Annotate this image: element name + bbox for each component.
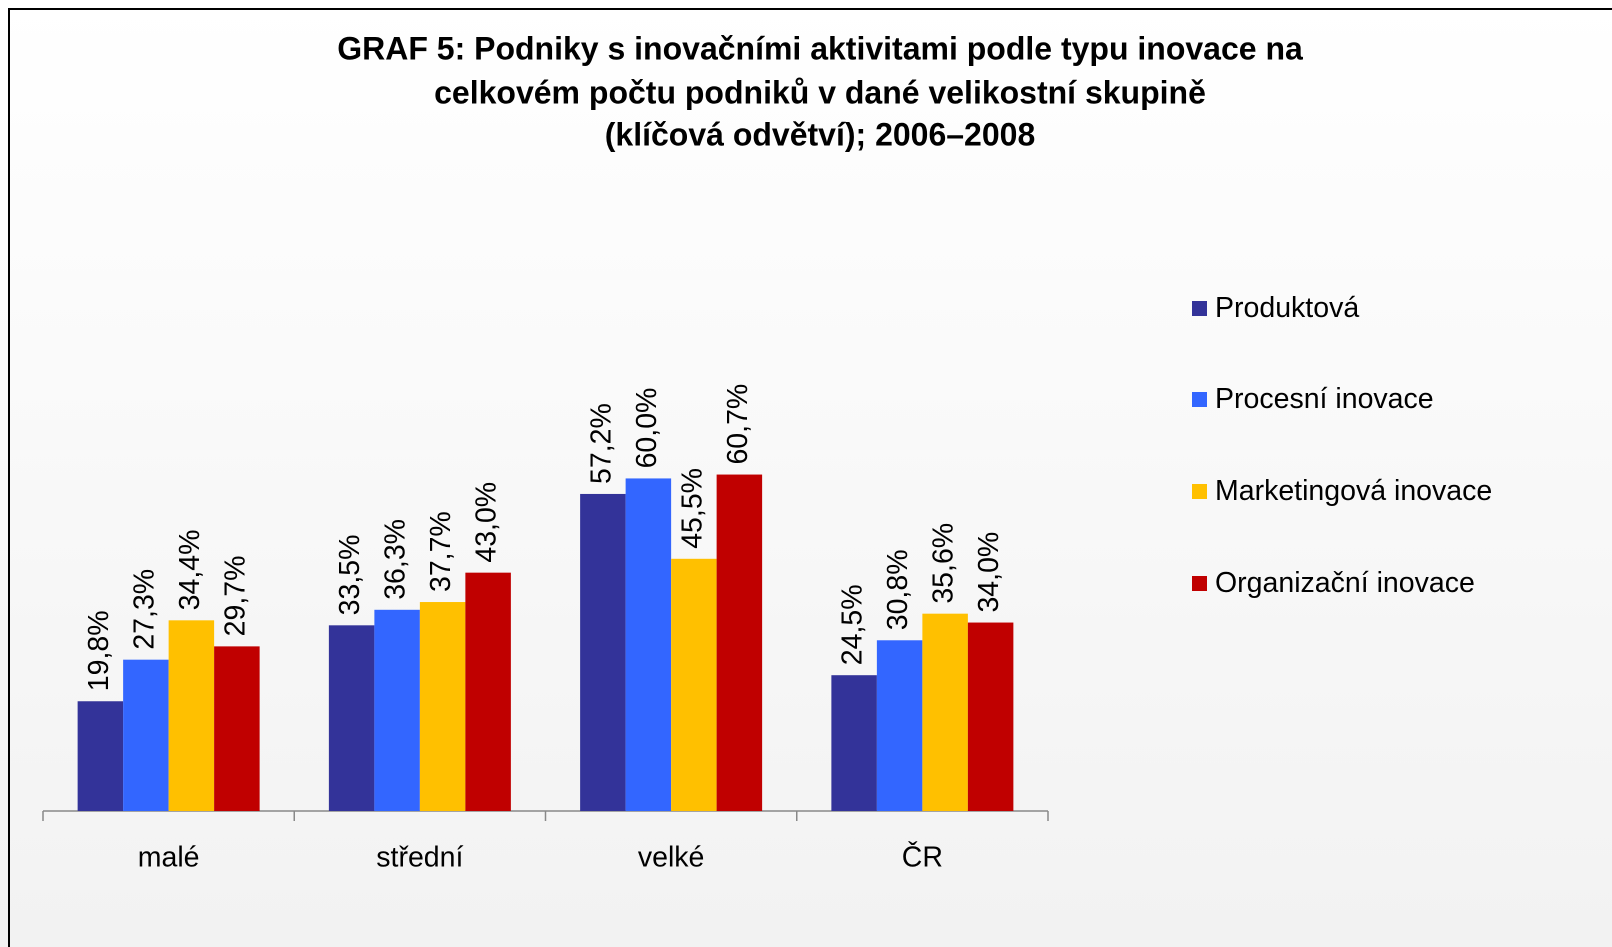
legend-label: Marketingová inovace xyxy=(1215,475,1493,507)
legend-label: Organizační inovace xyxy=(1215,567,1475,599)
legend-item: Organizační inovace xyxy=(1192,565,1502,602)
bar xyxy=(831,675,877,811)
bar xyxy=(876,640,923,811)
data-label: 34,4% xyxy=(174,530,206,611)
data-label: 30,8% xyxy=(882,549,914,630)
legend-swatch xyxy=(1192,301,1207,316)
legend-item: Produktová xyxy=(1192,290,1502,327)
legend-swatch xyxy=(1192,576,1207,591)
data-label: 24,5% xyxy=(837,584,869,665)
bar xyxy=(716,474,763,811)
bar xyxy=(328,625,375,811)
x-tick-label: malé xyxy=(138,842,200,874)
bar xyxy=(168,620,215,811)
chart-title: celkovém počtu podniků v dané velikostní… xyxy=(434,74,1206,110)
x-tick-label: velké xyxy=(638,842,705,874)
data-label: 19,8% xyxy=(83,610,115,691)
data-label: 43,0% xyxy=(471,482,503,563)
bar xyxy=(967,622,1014,811)
bar xyxy=(214,646,260,811)
bar xyxy=(419,602,466,811)
data-label: 37,7% xyxy=(425,511,457,592)
bar xyxy=(374,609,420,811)
data-label: 36,3% xyxy=(380,519,412,600)
legend-swatch xyxy=(1192,484,1207,499)
x-tick-label: ČR xyxy=(902,842,943,874)
bar xyxy=(671,558,717,811)
data-label: 27,3% xyxy=(128,569,160,650)
data-label: 34,0% xyxy=(973,532,1005,613)
legend-item: Marketingová inovace xyxy=(1192,473,1502,510)
data-label: 33,5% xyxy=(334,535,366,616)
legend-label: Procesní inovace xyxy=(1215,383,1434,415)
legend-swatch xyxy=(1192,392,1207,407)
data-label: 60,7% xyxy=(722,384,754,465)
bar xyxy=(77,701,124,811)
bar xyxy=(922,613,968,811)
data-label: 35,6% xyxy=(928,523,960,604)
chart-title: (klíčová odvětví); 2006–2008 xyxy=(605,116,1035,152)
legend-label: Produktová xyxy=(1215,292,1360,324)
x-tick-label: střední xyxy=(376,842,463,874)
frame xyxy=(8,8,1612,947)
bar xyxy=(625,478,672,811)
bar xyxy=(580,493,626,811)
data-label: 45,5% xyxy=(676,468,708,549)
bar xyxy=(465,572,511,811)
data-label: 60,0% xyxy=(631,388,663,469)
legend-item: Procesní inovace xyxy=(1192,381,1502,418)
chart-title: GRAF 5: Podniky s inovačními aktivitami … xyxy=(337,30,1303,66)
data-label: 57,2% xyxy=(585,403,617,484)
data-label: 29,7% xyxy=(219,556,251,637)
bar xyxy=(123,659,169,811)
